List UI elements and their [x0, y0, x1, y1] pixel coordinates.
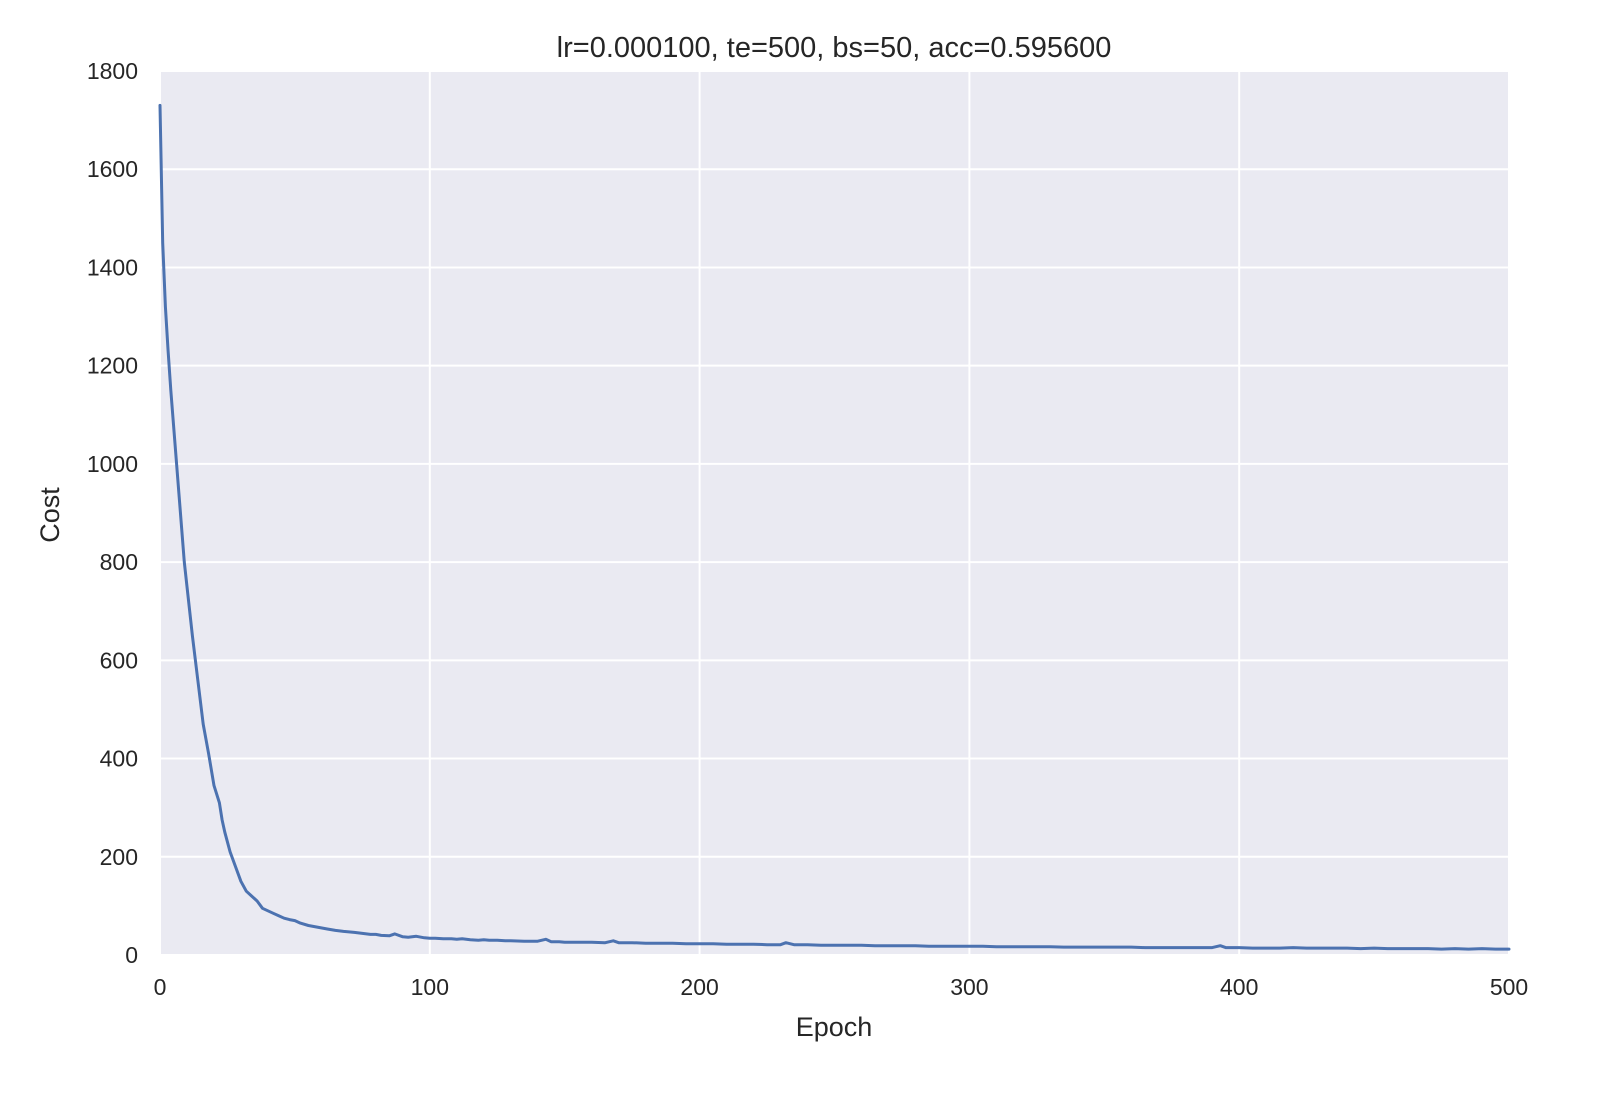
- y-tick-label: 1200: [87, 353, 138, 379]
- y-tick-label: 1000: [87, 451, 138, 477]
- y-tick-label: 800: [100, 549, 138, 575]
- x-tick-label: 300: [950, 974, 988, 1000]
- y-tick-label: 1800: [87, 58, 138, 84]
- y-tick-label: 0: [125, 942, 138, 968]
- x-tick-label: 200: [680, 974, 718, 1000]
- x-axis-label: Epoch: [796, 1012, 873, 1042]
- y-tick-labels: 0 200 400 600 800 1000 1200 1400 1600 1800: [87, 58, 138, 968]
- chart-title: lr=0.000100, te=500, bs=50, acc=0.595600: [557, 32, 1112, 64]
- y-gridlines: [160, 70, 1509, 956]
- cost-series-line: [158, 103, 1511, 951]
- y-tick-label: 1400: [87, 254, 138, 280]
- y-tick-label: 400: [100, 746, 138, 772]
- y-tick-label: 1600: [87, 156, 138, 182]
- x-tick-labels: 0 100 200 300 400 500: [154, 974, 1529, 1000]
- y-tick-label: 600: [100, 647, 138, 673]
- x-tick-label: 400: [1220, 974, 1258, 1000]
- x-gridlines: [159, 71, 1510, 955]
- plot-area: [160, 71, 1509, 955]
- x-tick-label: 0: [154, 974, 167, 1000]
- x-tick-label: 100: [411, 974, 449, 1000]
- x-tick-label: 500: [1490, 974, 1528, 1000]
- y-tick-label: 200: [100, 844, 138, 870]
- y-axis-label: Cost: [35, 487, 65, 543]
